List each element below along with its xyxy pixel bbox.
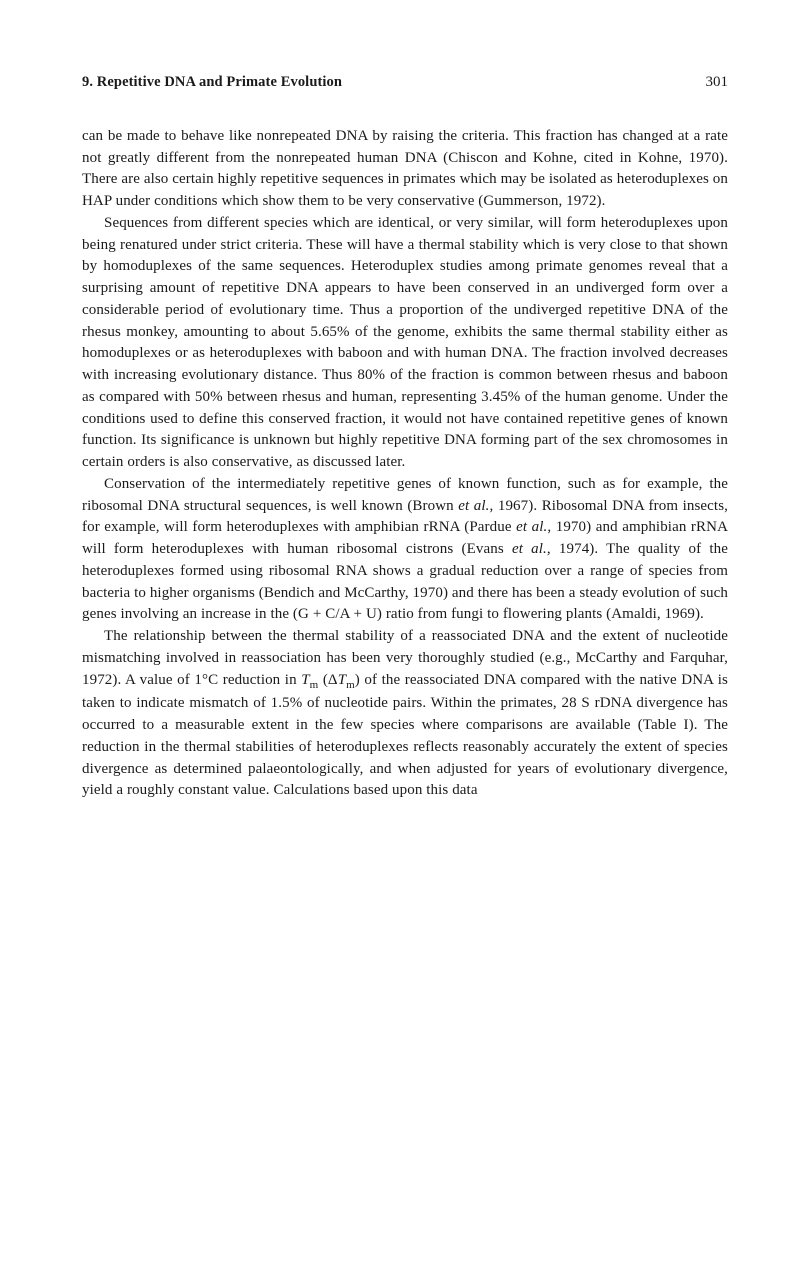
text-italic: et al. xyxy=(458,498,489,514)
text-subscript: m xyxy=(346,679,355,691)
text-run: (Δ xyxy=(318,672,337,688)
chapter-title: 9. Repetitive DNA and Primate Evolution xyxy=(82,72,342,93)
page-header: 9. Repetitive DNA and Primate Evolution … xyxy=(82,72,728,94)
text-italic: et al. xyxy=(516,519,547,535)
text-subscript: m xyxy=(310,679,319,691)
body-paragraph-2: Sequences from different species which a… xyxy=(82,213,728,474)
body-paragraph-3: Conservation of the intermediately repet… xyxy=(82,474,728,626)
text-italic: T xyxy=(338,672,346,688)
text-italic: T xyxy=(301,672,309,688)
page-number: 301 xyxy=(706,72,729,94)
text-run: ) of the reassociated DNA compared with … xyxy=(82,672,728,799)
body-paragraph-1: can be made to behave like nonrepeated D… xyxy=(82,126,728,213)
body-paragraph-4: The relationship between the thermal sta… xyxy=(82,626,728,802)
text-italic: et al. xyxy=(512,541,547,557)
